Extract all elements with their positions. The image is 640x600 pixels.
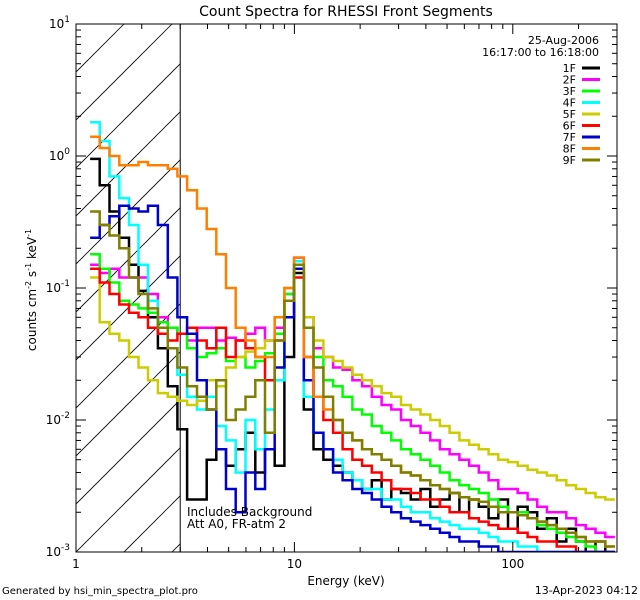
y-label-exp3: -1: [24, 229, 33, 237]
y-label-mid: s: [25, 271, 39, 281]
x-tick-label: 100: [501, 557, 524, 571]
series-line-1F: [90, 157, 615, 552]
y-tick-label: 101: [49, 15, 70, 31]
series-line-5F: [90, 267, 615, 501]
legend-label-4F: 4F: [563, 97, 576, 110]
legend-label-5F: 5F: [563, 108, 576, 121]
series-layer: [90, 121, 615, 552]
series-line-7F: [90, 204, 615, 552]
y-tick-label: 100: [49, 147, 70, 163]
x-tick-label: 1: [72, 557, 80, 571]
legend-label-6F: 6F: [563, 120, 576, 133]
y-label-end: keV: [25, 236, 39, 263]
axes: 1 10 100 101 100 10-1 10-2 10-3: [46, 15, 618, 571]
x-axis-label: Energy (keV): [307, 574, 384, 588]
y-label-exp2: -1: [24, 263, 33, 271]
legend-label-8F: 8F: [563, 143, 576, 156]
series-line-9F: [90, 210, 615, 548]
legend-label-9F: 9F: [563, 154, 576, 167]
legend-label-7F: 7F: [563, 131, 576, 144]
chart-title: Count Spectra for RHESSI Front Segments: [199, 4, 493, 20]
y-axis-label: counts cm-2 s-1 keV-1: [24, 229, 39, 351]
y-tick-label: 10-3: [46, 543, 70, 559]
hatch-line: [220, 24, 640, 552]
annotation-attenuator: Att A0, FR-atm 2: [187, 517, 286, 531]
annotation-background: Includes Background: [187, 505, 312, 519]
legend-label-1F: 1F: [563, 62, 576, 75]
y-label-exp1: -2: [24, 281, 33, 289]
footer-timestamp: 13-Apr-2023 04:12: [535, 584, 638, 597]
x-tick-label: 10: [287, 557, 302, 571]
hatch-line: [76, 63, 181, 169]
hatch-line: [76, 24, 173, 121]
hatch-line: [76, 111, 181, 217]
series-line-3F: [90, 253, 615, 552]
y-tick-label: 10-1: [46, 279, 70, 295]
hatch-line: [76, 447, 181, 552]
time-range-label: 16:17:00 to 16:18:00: [482, 46, 599, 59]
date-label: 25-Aug-2006: [528, 34, 599, 47]
y-label-base: counts cm: [25, 289, 39, 351]
footer-generated-by: Generated by hsi_min_spectra_plot.pro: [2, 586, 198, 597]
legend-label-3F: 3F: [563, 85, 576, 98]
legend-label-2F: 2F: [563, 74, 576, 87]
hatch-line: [76, 399, 181, 505]
y-tick-label: 10-2: [46, 411, 70, 427]
